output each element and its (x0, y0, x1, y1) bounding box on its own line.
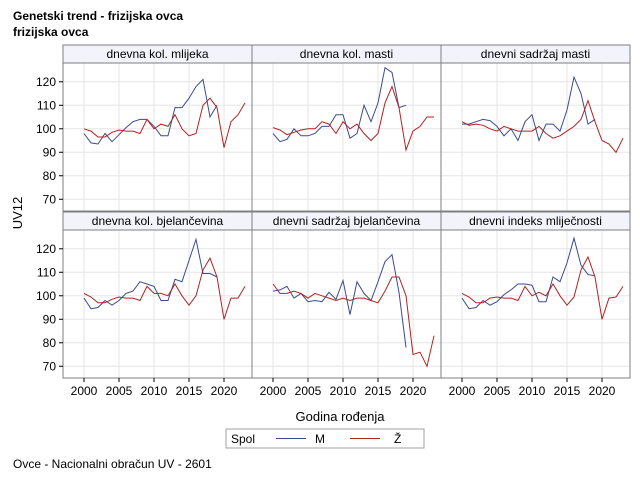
y-tick-label: 120 (36, 242, 56, 256)
series-line-m (83, 78, 218, 145)
y-tick-label: 90 (43, 312, 57, 326)
y-tick-label: 70 (43, 192, 57, 206)
x-tick-label: 2020 (211, 384, 238, 398)
x-tick-label: 2000 (260, 384, 287, 398)
x-tick-label: 2015 (176, 384, 203, 398)
y-tick-label: 110 (37, 265, 56, 279)
legend-title: Spol (231, 432, 255, 446)
y-tick-label: 80 (43, 169, 57, 183)
y-tick-label: 100 (36, 122, 56, 136)
y-axis-label: UV12 (10, 197, 25, 230)
panel-title: dnevna kol. masti (300, 47, 393, 61)
x-tick-label: 2020 (400, 384, 427, 398)
x-tick-label: 2010 (141, 384, 168, 398)
footnote: Ovce - Nacionalni obračun UV - 2601 (13, 457, 212, 471)
x-tick-label: 2015 (554, 384, 581, 398)
y-tick-label: 90 (43, 145, 57, 159)
series-line-z (461, 255, 624, 320)
x-tick-label: 2000 (449, 384, 476, 398)
chart-title: Genetski trend - frizijska ovca (13, 9, 184, 23)
panel-frame (440, 62, 631, 212)
y-tick-label: 100 (36, 289, 56, 303)
series-line-z (83, 257, 246, 320)
panel-title: dnevna kol. mlijeka (106, 47, 208, 61)
series-line-z (272, 85, 434, 152)
x-tick-label: 2005 (106, 384, 133, 398)
panel-title: dnevna kol. bjelančevina (92, 214, 224, 228)
series-line-z (461, 99, 624, 154)
panel-title: dnevni indeks mliječnosti (469, 214, 602, 228)
x-tick-label: 2010 (519, 384, 546, 398)
panel-frame (440, 229, 631, 379)
y-tick-label: 70 (43, 359, 57, 373)
chart-subtitle: frizijska ovca (13, 25, 89, 39)
y-tick-label: 110 (37, 98, 56, 112)
series-line-z (83, 97, 246, 148)
y-tick-label: 80 (43, 336, 57, 350)
legend-label: M (315, 432, 325, 446)
legend-label: Ž (394, 431, 401, 446)
x-tick-label: 2005 (295, 384, 322, 398)
y-tick-label: 120 (36, 75, 56, 89)
x-tick-label: 2015 (365, 384, 392, 398)
panel-title: dnevni sadržaj masti (481, 47, 590, 61)
series-line-m (461, 236, 596, 310)
x-tick-label: 2000 (71, 384, 98, 398)
series-line-m (272, 66, 407, 143)
series-line-z (272, 276, 435, 368)
legend-box (225, 428, 425, 449)
series-line-m (462, 75, 596, 143)
x-axis-label: Godina rođenja (296, 409, 386, 424)
x-tick-label: 2005 (484, 384, 511, 398)
x-tick-label: 2010 (330, 384, 357, 398)
panel-title: dnevni sadržaj bjelančevina (273, 214, 421, 228)
x-tick-label: 2020 (589, 384, 616, 398)
series-line-m (83, 237, 218, 310)
series-line-m (272, 253, 407, 348)
